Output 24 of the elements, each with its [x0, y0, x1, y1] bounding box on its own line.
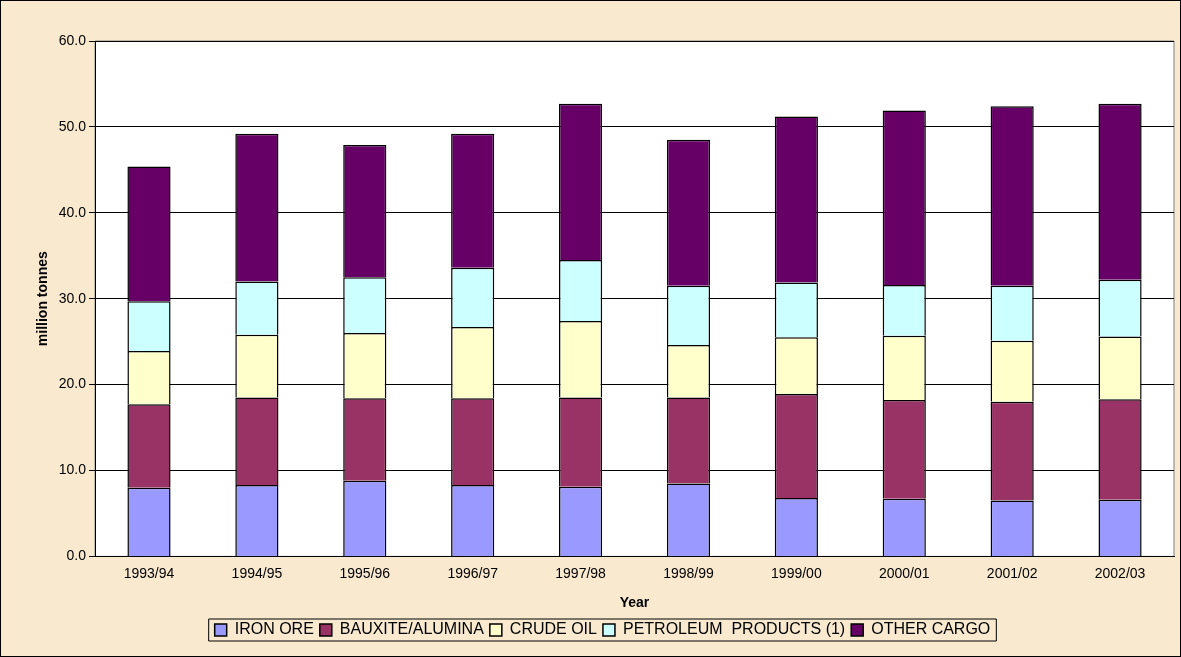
- y-axis-title: million tonnes: [34, 251, 51, 347]
- x-tick-label: 1993/94: [123, 564, 175, 581]
- x-tick-label: 1998/99: [663, 564, 714, 581]
- y-tick-label: 40.0: [58, 203, 87, 220]
- x-tick-label: 2002/03: [1094, 564, 1146, 581]
- y-tick-label: 50.0: [58, 117, 87, 134]
- y-tick-label: 20.0: [58, 375, 87, 392]
- x-tick-label: 1995/96: [339, 564, 391, 581]
- x-tick-label: 2000/01: [878, 564, 930, 581]
- legend-label: IRON ORE: [234, 620, 314, 638]
- legend-label: OTHER CARGO: [871, 620, 991, 638]
- y-tick-label: 30.0: [58, 289, 87, 306]
- legend-label: CRUDE OIL: [509, 620, 598, 638]
- legend-label: BAUXITE/ALUMINA: [339, 620, 485, 638]
- x-tick-label: 1999/00: [771, 564, 822, 581]
- x-tick-label: 1994/95: [231, 564, 283, 581]
- y-tick-label: 10.0: [58, 461, 87, 478]
- legend-label: PETROLEUM PRODUCTS (1): [622, 620, 846, 638]
- x-tick-label: 1996/97: [447, 564, 499, 581]
- x-axis-title: Year: [619, 594, 650, 611]
- y-tick-label: 0.0: [66, 547, 87, 564]
- x-tick-label: 1997/98: [555, 564, 607, 581]
- x-tick-label: 2001/02: [986, 564, 1038, 581]
- y-tick-label: 60.0: [58, 31, 87, 48]
